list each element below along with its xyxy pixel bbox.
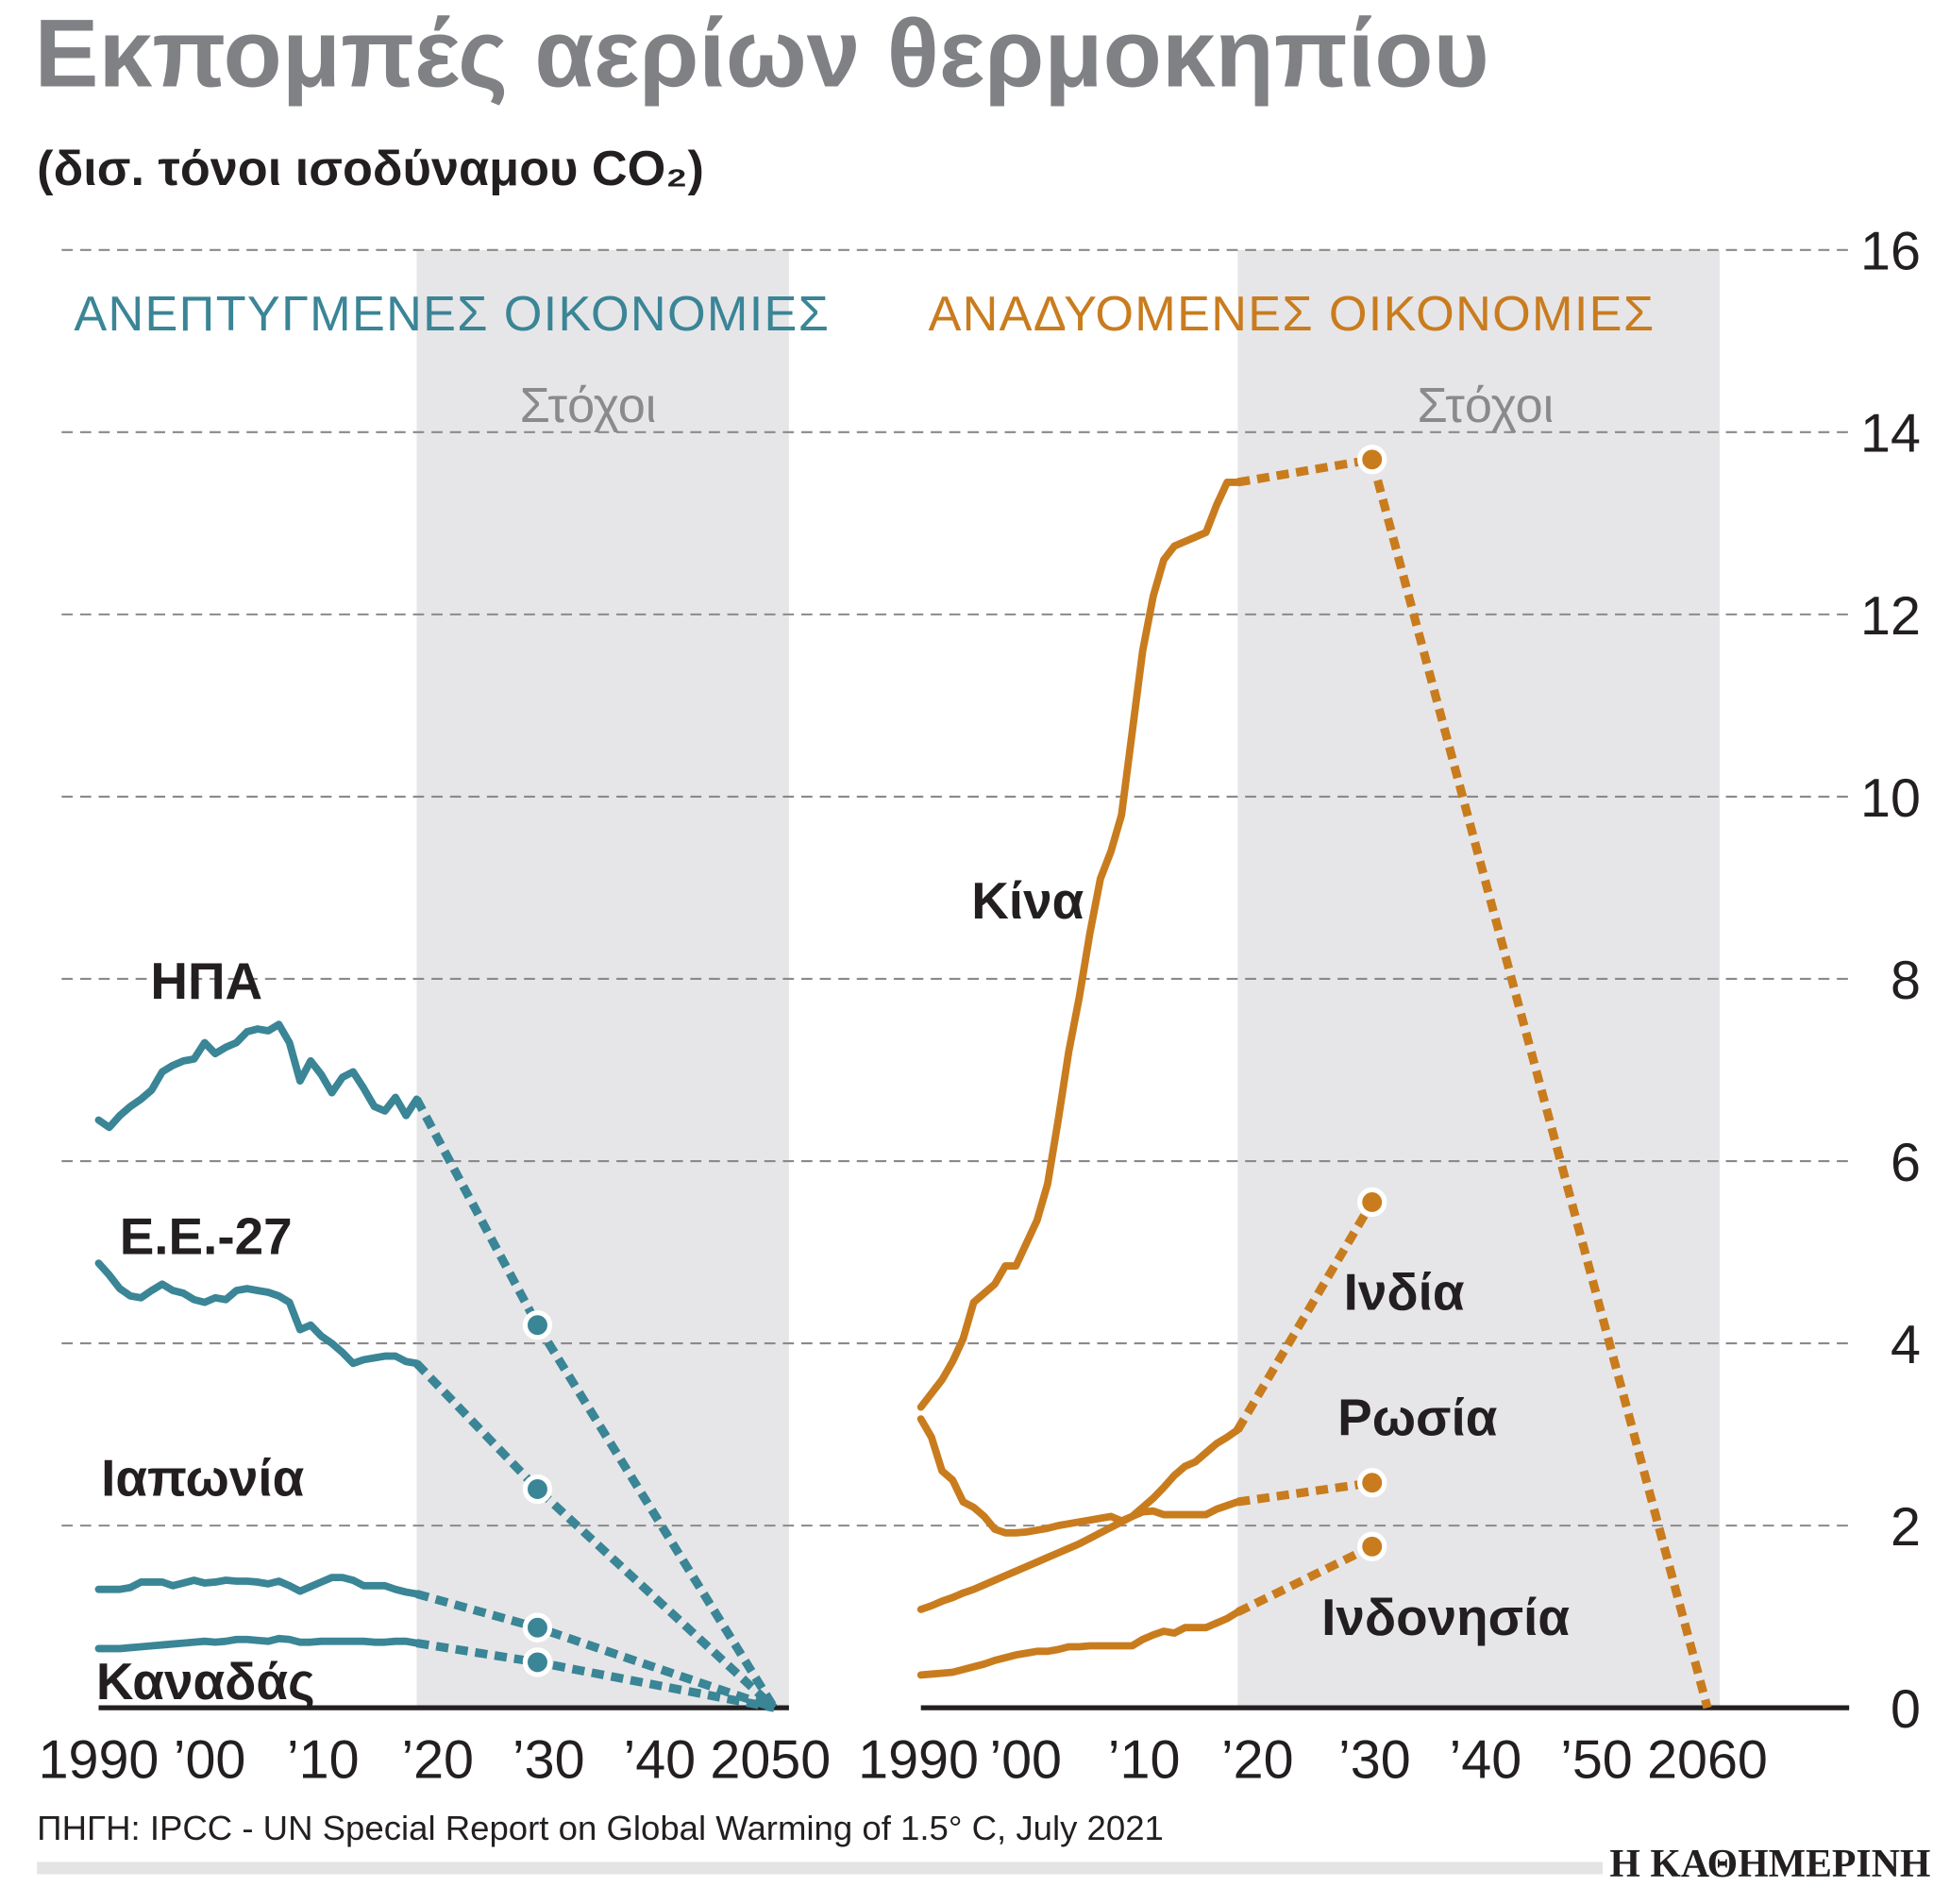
x-axis-ticks: 1990’00’10’20’30’40 2050 1990’00’10’20’30’… <box>39 1730 1768 1791</box>
target-line-Κίνα <box>1236 454 1712 1710</box>
x-tick-label: ’00 <box>174 1730 246 1791</box>
history-line-Ε.Ε.-27 <box>94 1259 421 1368</box>
x-tick-label: 2050 <box>710 1730 831 1791</box>
target-line-Ινδία <box>1234 1200 1376 1433</box>
target-point <box>1357 1468 1387 1498</box>
y-tick-label: 4 <box>1891 1315 1921 1375</box>
x-tick-label: ’20 <box>401 1730 474 1791</box>
history-line-ΗΠΑ <box>94 1020 421 1132</box>
x-tick-label: 2060 <box>1647 1730 1768 1791</box>
series-label-china: Κίνα <box>971 871 1084 930</box>
x-tick-label: 1990 <box>858 1730 979 1791</box>
target-line-Ρωσία <box>1236 1478 1373 1507</box>
gridlines: 0 2 4 6 8 10 12 14 16 <box>61 222 1921 1740</box>
history-line-Ινδία <box>916 1425 1242 1613</box>
y-tick-label: 14 <box>1860 404 1921 464</box>
y-tick-label: 16 <box>1860 222 1921 282</box>
series-label-japan: Ιαπωνία <box>101 1449 304 1508</box>
x-tick-label: 1990 <box>39 1730 160 1791</box>
target-label-right: Στόχοι <box>1418 379 1555 433</box>
publisher-logo: Η ΚΑΘΗΜΕΡΙΝΗ <box>1609 1843 1930 1886</box>
chart-subtitle: (δισ. τόνοι ισοδύναμου CO₂) <box>37 142 704 196</box>
panel-title-developed: ΑΝΕΠΤΥΓΜΕΝΕΣ ΟΙΚΟΝΟΜΙΕΣ <box>74 287 830 342</box>
source-note: ΠΗΓΗ: IPCC - UN Special Report on Global… <box>37 1809 1164 1847</box>
chart-title: Εκπομπές αερίων θερμοκηπίου <box>35 0 1489 108</box>
y-tick-label: 12 <box>1860 586 1921 647</box>
panel-title-emerging: ΑΝΑΔΥΟΜΕΝΕΣ ΟΙΚΟΝΟΜΙΕΣ <box>929 287 1656 342</box>
history-line-Καναδάς <box>94 1634 421 1653</box>
target-point <box>1357 445 1387 475</box>
series-label-russia: Ρωσία <box>1337 1389 1498 1447</box>
series-label-usa: ΗΠΑ <box>150 952 262 1010</box>
target-point <box>522 1612 553 1643</box>
history-line-Ρωσία <box>916 1415 1242 1537</box>
x-tick-label: ’10 <box>1108 1730 1181 1791</box>
target-line-Ινδονησία <box>1235 1542 1374 1616</box>
target-point <box>1357 1531 1387 1561</box>
series-label-canada: Καναδάς <box>96 1652 315 1710</box>
series-label-indonesia: Ινδονησία <box>1321 1588 1570 1646</box>
y-tick-label: 6 <box>1891 1133 1921 1193</box>
target-line-ΗΠΑ <box>412 1097 779 1710</box>
x-tick-label: ’50 <box>1560 1730 1633 1791</box>
series-label-india: Ινδία <box>1344 1262 1465 1321</box>
x-tick-label: ’00 <box>989 1730 1062 1791</box>
x-tick-label: ’40 <box>1450 1730 1522 1791</box>
x-tick-label: ’20 <box>1221 1730 1294 1791</box>
x-tick-label: ’10 <box>287 1730 360 1791</box>
y-tick-label: 8 <box>1891 951 1921 1011</box>
target-label-left: Στόχοι <box>520 379 657 433</box>
history-line-Ιαπωνία <box>94 1574 421 1598</box>
plot-area <box>94 445 1850 1712</box>
history-line-Ινδονησία <box>916 1608 1242 1679</box>
x-tick-label: ’40 <box>623 1730 696 1791</box>
history-line-Κίνα <box>916 479 1242 1411</box>
y-tick-label: 2 <box>1891 1497 1921 1558</box>
y-tick-label: 10 <box>1860 768 1921 829</box>
series-label-eu27: Ε.Ε.-27 <box>120 1207 293 1266</box>
target-point <box>522 1647 553 1677</box>
y-tick-label: 0 <box>1891 1679 1921 1740</box>
x-tick-label: ’30 <box>1338 1730 1411 1791</box>
target-point <box>522 1310 553 1340</box>
target-point <box>522 1474 553 1505</box>
target-point <box>1357 1187 1387 1218</box>
x-tick-label: ’30 <box>513 1730 585 1791</box>
footer-bar <box>37 1862 1603 1875</box>
